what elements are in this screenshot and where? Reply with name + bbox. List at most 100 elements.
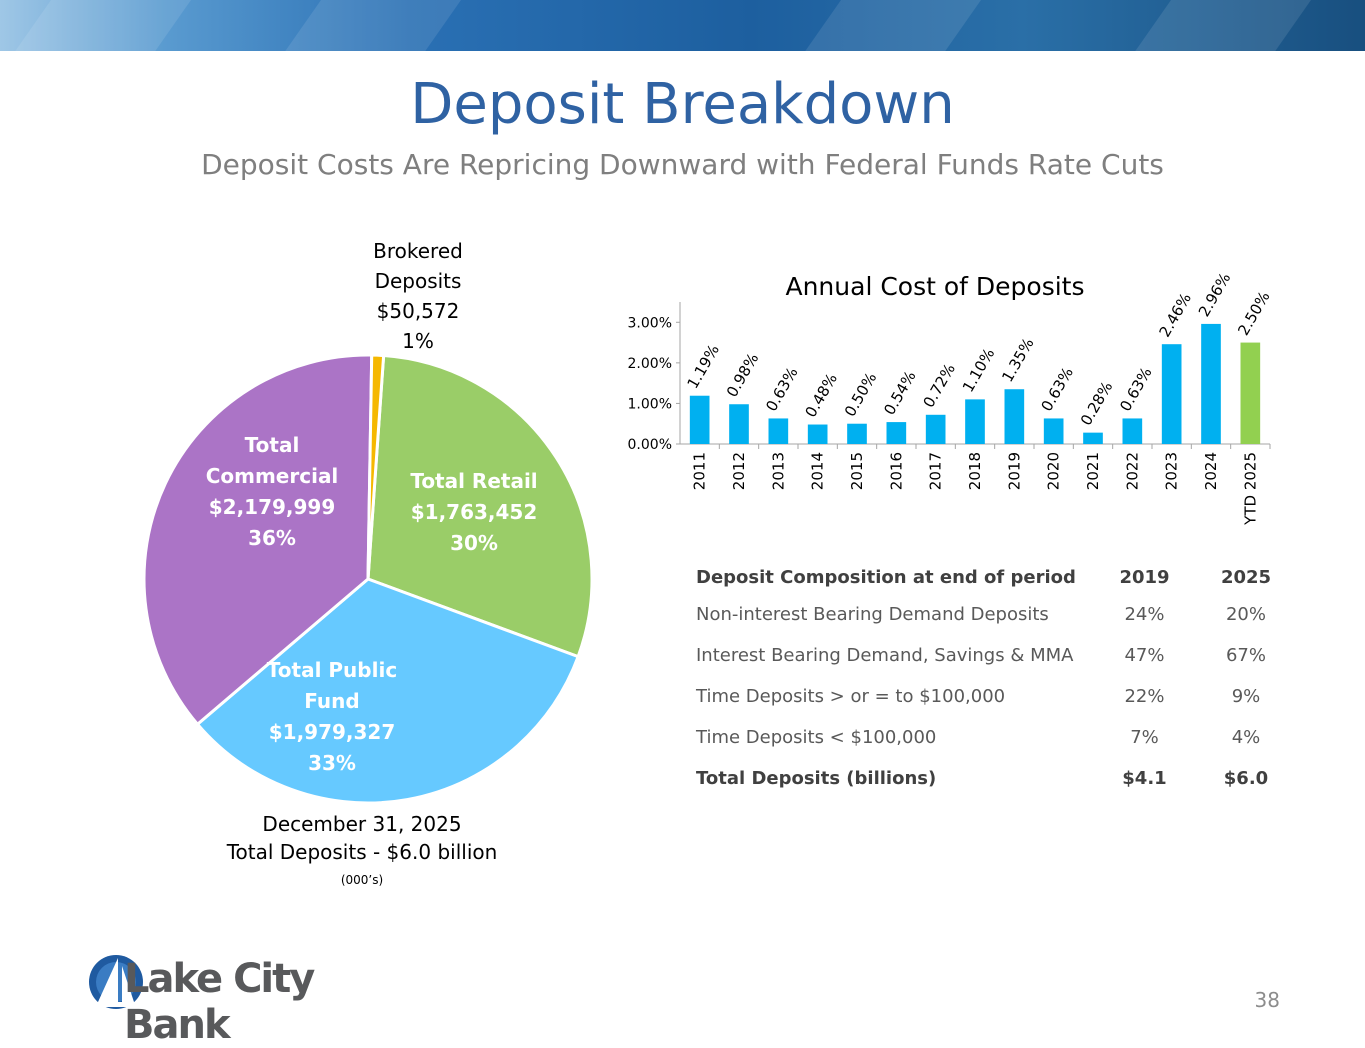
bar <box>1201 323 1221 444</box>
bar <box>847 423 867 444</box>
row-2025-value: 67% <box>1225 645 1266 666</box>
bar-data-label: 0.63% <box>1116 364 1155 414</box>
table-header-2019: 2019 <box>1119 566 1170 588</box>
x-tick-label: 2021 <box>1084 452 1102 490</box>
bar <box>807 424 828 444</box>
pie-caption-total: Total Deposits - $6.0 billion <box>226 840 498 864</box>
row-2025-value: 20% <box>1225 604 1266 625</box>
lake-city-bank-logo: Lake City Bank <box>88 952 418 1048</box>
pie-slice <box>366 353 386 580</box>
x-tick-label: 2023 <box>1163 452 1181 490</box>
bar-data-label: 0.72% <box>920 361 959 411</box>
pie-slice-label: Deposits <box>375 269 462 293</box>
table-row: Time Deposits > or = to $100,000 22% 9% <box>688 676 1302 717</box>
row-2019-value: 47% <box>1124 645 1165 666</box>
pie-slice-label: $50,572 <box>377 299 460 323</box>
pie-slice <box>142 353 374 727</box>
pie-slice-label: 30% <box>450 531 498 555</box>
bar <box>1122 418 1143 444</box>
bar-data-label: 0.54% <box>880 368 919 418</box>
row-2025-value: 4% <box>1231 727 1261 748</box>
bar-chart-title: Annual Cost of Deposits <box>785 272 1084 301</box>
row-label: Time Deposits < $100,000 <box>696 727 937 748</box>
deposit-pie-chart: Total Retail $1,763,452 30% Total Public Fun… <box>142 239 594 805</box>
page-subtitle: Deposit Costs Are Repricing Downward wit… <box>201 148 1164 181</box>
pie-slice-label: 1% <box>402 329 434 353</box>
pie-caption-units: (000’s) <box>340 873 384 887</box>
bar-data-label: 0.50% <box>841 369 880 419</box>
bar <box>925 414 946 444</box>
row-2019-value: 24% <box>1124 604 1165 625</box>
x-tick-label: 2019 <box>1005 452 1023 490</box>
bar-data-label: 2.46% <box>1156 290 1195 340</box>
table-row: Interest Bearing Demand, Savings & MMA 4… <box>688 635 1302 676</box>
row-label: Time Deposits > or = to $100,000 <box>696 686 1006 707</box>
row-label: Non-interest Bearing Demand Deposits <box>696 604 1049 625</box>
table-total-row: Total Deposits (billions) $4.1 $6.0 <box>688 758 1302 799</box>
pie-slice-label: $1,979,327 <box>269 720 396 744</box>
bar-data-label: 0.98% <box>723 350 762 400</box>
bar <box>1083 432 1103 444</box>
pie-slice-label: Commercial <box>206 464 339 488</box>
pie-slice-label: Total Public <box>267 658 397 682</box>
pie-slice-label: 36% <box>248 526 296 550</box>
bar <box>1240 342 1261 444</box>
logo-text: Lake City Bank <box>124 956 315 1048</box>
x-tick-label: 2015 <box>848 452 866 490</box>
y-tick-label: 3.00% <box>628 315 672 331</box>
bar-data-label: 0.63% <box>1038 364 1077 414</box>
table-header-2025: 2025 <box>1220 566 1272 588</box>
x-tick-label: 2011 <box>691 452 709 490</box>
bar-data-label: 2.96% <box>1195 270 1234 320</box>
cost-of-deposits-bar-chart: Annual Cost of Deposits 0.00% 1.00% 2.00% 3.… <box>628 270 1274 526</box>
bar-data-label: 0.28% <box>1077 378 1116 428</box>
x-tick-label: 2016 <box>887 452 905 490</box>
pie-slice <box>366 353 594 659</box>
pie-caption-date: December 31, 2025 <box>262 812 462 836</box>
bar <box>1043 418 1064 444</box>
total-label: Total Deposits (billions) <box>696 768 937 789</box>
pie-slice-label: Fund <box>304 689 359 713</box>
bar-data-label: 2.50% <box>1234 288 1273 338</box>
bar-data-label: 1.10% <box>959 345 998 395</box>
bar-data-label: 0.63% <box>762 364 801 414</box>
pie-slice-label: $1,763,452 <box>411 500 538 524</box>
row-2019-value: 22% <box>1124 686 1165 707</box>
bar-data-label: 0.48% <box>802 370 841 420</box>
table-row: Non-interest Bearing Demand Deposits 24%… <box>688 594 1302 635</box>
row-2019-value: 7% <box>1130 727 1159 748</box>
bar <box>689 395 710 444</box>
bar <box>768 418 789 444</box>
page-title: Deposit Breakdown <box>410 72 955 137</box>
x-tick-label: 2013 <box>769 452 787 490</box>
pie-slice-label: 33% <box>308 751 356 775</box>
x-tick-label: 2017 <box>927 452 945 490</box>
x-tick-label: 2024 <box>1202 452 1220 490</box>
table-header-row: Deposit Composition at end of period 201… <box>688 560 1302 594</box>
bar <box>886 422 907 444</box>
bar-data-label: 1.35% <box>998 335 1037 385</box>
bar <box>965 399 985 444</box>
bar <box>1161 344 1182 444</box>
total-2019-value: $4.1 <box>1122 768 1167 789</box>
sailboat-logo-icon <box>89 955 143 1009</box>
x-tick-label: YTD 2025 <box>1241 452 1259 526</box>
pie-slice-label: Brokered <box>373 239 463 263</box>
x-tick-label: 2020 <box>1045 452 1063 490</box>
total-2025-value: $6.0 <box>1223 768 1269 789</box>
pie-slice-label: $2,179,999 <box>209 495 336 519</box>
row-label: Interest Bearing Demand, Savings & MMA <box>696 645 1074 666</box>
x-tick-label: 2022 <box>1123 452 1141 490</box>
bar <box>1004 389 1025 444</box>
bar-data-label: 1.19% <box>684 341 723 391</box>
y-tick-label: 0.00% <box>628 437 672 453</box>
x-tick-label: 2012 <box>730 452 748 490</box>
page-number: 38 <box>1254 988 1280 1012</box>
row-2025-value: 9% <box>1231 686 1261 707</box>
x-tick-label: 2014 <box>809 452 827 490</box>
bar <box>729 404 749 444</box>
x-tick-label: 2018 <box>966 452 984 490</box>
header-banner <box>0 0 1365 51</box>
table-header-label: Deposit Composition at end of period <box>696 566 1076 588</box>
y-tick-label: 1.00% <box>628 396 672 412</box>
